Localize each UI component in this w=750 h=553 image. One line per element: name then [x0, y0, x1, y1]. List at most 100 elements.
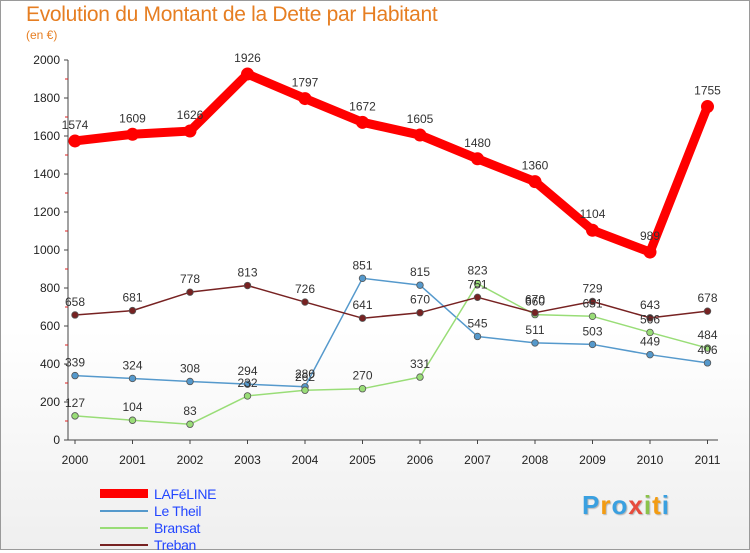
- legend-swatch: [100, 489, 148, 498]
- data-label: 1797: [292, 76, 319, 90]
- data-label: 511: [525, 323, 544, 337]
- data-point: [71, 311, 79, 319]
- data-point: [186, 377, 194, 386]
- legend-label: Treban: [154, 536, 197, 553]
- series-line-treban: [74, 284, 709, 319]
- data-point: [416, 373, 424, 381]
- data-label: 751: [467, 277, 487, 291]
- data-label: 729: [582, 281, 602, 295]
- data-label: 678: [697, 291, 717, 305]
- data-point: [301, 386, 309, 394]
- legend-swatch: [100, 543, 148, 546]
- data-label: 1926: [234, 51, 261, 65]
- chart-subtitle: (en €): [26, 28, 58, 42]
- data-point: [68, 134, 82, 148]
- legend-label: Bransat: [154, 519, 201, 536]
- x-tick-label: 2008: [522, 453, 549, 467]
- x-tick-label: 2010: [637, 453, 664, 467]
- data-label: 1755: [694, 84, 721, 98]
- data-point: [473, 279, 482, 288]
- data-point: [71, 412, 79, 420]
- data-point: [528, 175, 542, 189]
- data-label: 1605: [407, 112, 434, 126]
- data-label: 1480: [464, 136, 491, 150]
- x-tick-label: 2000: [62, 453, 89, 467]
- data-label: 280: [295, 367, 315, 381]
- data-label: 331: [410, 357, 430, 371]
- y-tick-label: 1800: [33, 91, 60, 105]
- data-point: [358, 385, 367, 393]
- data-point: [646, 314, 654, 322]
- logo-letter: o: [611, 490, 629, 520]
- data-point: [588, 340, 597, 349]
- chart-title: Evolution du Montant de la Dette par Hab…: [26, 3, 438, 26]
- y-tick-label: 1400: [33, 167, 60, 181]
- data-point: [646, 328, 654, 337]
- data-point: [531, 309, 539, 317]
- data-label: 1672: [349, 99, 376, 113]
- data-label: 1626: [177, 108, 204, 122]
- data-label: 1574: [62, 118, 89, 132]
- legend-label: LAFéLINE: [154, 485, 217, 502]
- data-label: 670: [525, 293, 545, 307]
- data-point: [356, 115, 369, 129]
- data-label: 651: [582, 296, 602, 310]
- data-label: 815: [410, 265, 430, 279]
- y-tick-label: 1000: [33, 243, 60, 257]
- y-tick-label: 2000: [33, 53, 60, 67]
- x-tick-label: 2003: [234, 453, 261, 467]
- legend-label: Le Theil: [154, 502, 202, 519]
- data-label: 262: [295, 370, 315, 384]
- data-point: [128, 416, 137, 424]
- data-label: 1104: [580, 207, 606, 221]
- data-label: 83: [183, 404, 197, 418]
- data-point: [358, 314, 367, 322]
- y-tick-label: 800: [40, 281, 60, 295]
- data-label: 339: [65, 356, 85, 370]
- x-tick-label: 2009: [579, 453, 606, 467]
- data-label: 726: [295, 282, 315, 296]
- x-tick-label: 2001: [119, 453, 146, 467]
- data-point: [243, 392, 252, 400]
- data-label: 989: [640, 229, 660, 243]
- logo-letter: x: [628, 490, 644, 520]
- data-point: [588, 297, 597, 306]
- data-label: 127: [65, 396, 85, 410]
- data-label: 670: [410, 293, 430, 307]
- data-label: 449: [640, 335, 660, 349]
- data-point: [128, 374, 137, 383]
- data-point: [643, 245, 657, 259]
- data-label: 823: [467, 264, 487, 278]
- data-label: 104: [122, 400, 142, 414]
- data-point: [703, 344, 712, 352]
- data-point: [243, 380, 252, 388]
- data-point: [413, 128, 427, 142]
- series-line-bransat: [74, 282, 709, 425]
- data-point: [71, 371, 79, 380]
- y-tick-label: 600: [40, 319, 60, 333]
- data-label: 1360: [522, 159, 549, 173]
- y-tick-label: 200: [40, 395, 60, 409]
- data-label: 660: [525, 295, 545, 309]
- data-point: [126, 127, 139, 141]
- y-tick-label: 1600: [33, 129, 60, 143]
- data-label: 294: [237, 364, 257, 378]
- y-tick-label: 0: [53, 433, 60, 447]
- logo-letter: i: [661, 490, 670, 520]
- series-line-lafeline: [70, 69, 712, 257]
- data-point: [416, 281, 424, 289]
- data-point: [588, 312, 597, 321]
- legend-swatch: [100, 509, 148, 512]
- data-point: [358, 274, 367, 283]
- logo-letter: r: [600, 490, 612, 520]
- data-point: [646, 350, 654, 359]
- data-label: 813: [237, 266, 257, 280]
- data-label: 232: [237, 376, 257, 390]
- y-tick-label: 1200: [33, 205, 60, 219]
- proxiti-logo: Proxiti: [582, 490, 670, 521]
- data-point: [703, 307, 712, 315]
- data-point: [473, 293, 482, 302]
- data-label: 545: [467, 316, 487, 330]
